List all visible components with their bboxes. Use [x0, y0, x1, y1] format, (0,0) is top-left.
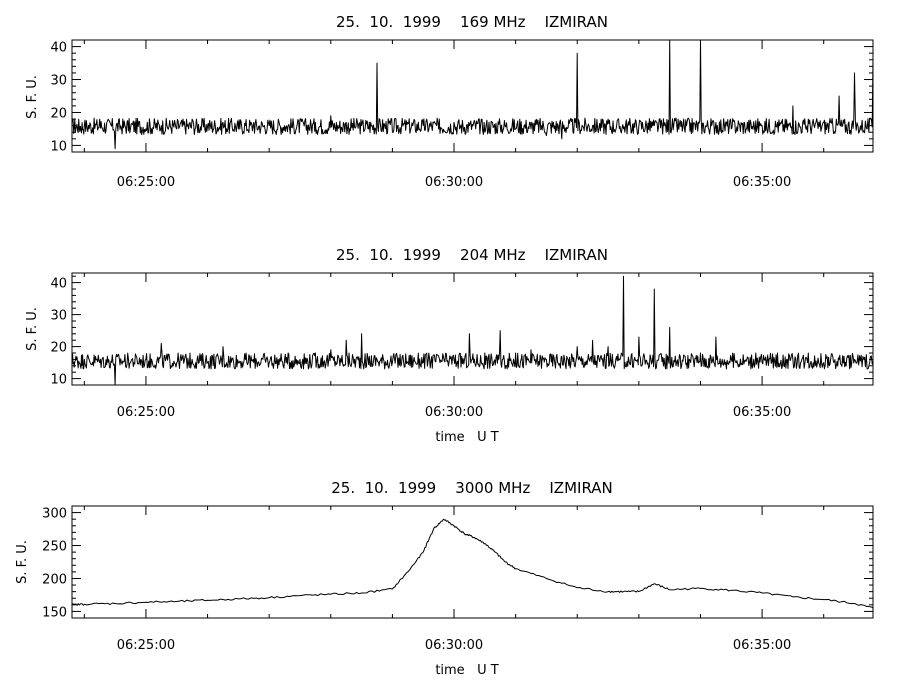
y-tick-label: 40 [50, 41, 67, 56]
chart-204mhz: 25. 10. 1999 204 MHz IZMIRAN S. F. U. ti… [25, 246, 874, 445]
x-tick-label: 06:35:00 [733, 638, 791, 653]
chart-3000mhz: 25. 10. 1999 3000 MHz IZMIRAN S. F. U. t… [15, 479, 874, 678]
x-tick-label: 06:35:00 [733, 175, 791, 190]
x-tick-label: 06:25:00 [117, 175, 175, 190]
y-axis-label: S. F. U. [15, 540, 30, 584]
chart-169mhz: 25. 10. 1999 169 MHz IZMIRAN S. F. U. 10… [25, 13, 874, 190]
y-tick-label: 250 [42, 540, 67, 555]
x-tick-label: 06:30:00 [425, 638, 483, 653]
x-axis-label: time U T [435, 430, 498, 445]
series-line [71, 39, 874, 150]
y-tick-label: 300 [42, 507, 67, 522]
y-tick-label: 10 [50, 139, 67, 154]
y-axis-label: S. F. U. [25, 307, 40, 351]
x-tick-label: 06:30:00 [425, 405, 483, 420]
plot-frame [71, 39, 874, 153]
y-tick-label: 30 [50, 309, 67, 324]
y-tick-label: 20 [50, 341, 67, 356]
series-line [71, 275, 874, 386]
x-tick-label: 06:30:00 [425, 175, 483, 190]
y-tick-label: 10 [50, 373, 67, 388]
chart-title: 25. 10. 1999 204 MHz IZMIRAN [336, 246, 608, 264]
y-tick-label: 20 [50, 106, 67, 121]
chart-title: 25. 10. 1999 169 MHz IZMIRAN [336, 13, 608, 31]
y-tick-label: 40 [50, 277, 67, 292]
x-tick-label: 06:35:00 [733, 405, 791, 420]
y-tick-label: 150 [42, 605, 67, 620]
series-line [71, 518, 874, 609]
x-tick-label: 06:25:00 [117, 638, 175, 653]
chart-title: 25. 10. 1999 3000 MHz IZMIRAN [331, 479, 613, 497]
y-tick-label: 30 [50, 74, 67, 89]
y-axis-label: S. F. U. [25, 75, 40, 119]
plot-frame [71, 505, 874, 619]
plot-frame [71, 272, 874, 386]
y-tick-label: 200 [42, 572, 67, 587]
x-tick-label: 06:25:00 [117, 405, 175, 420]
x-axis-label: time U T [435, 663, 498, 678]
